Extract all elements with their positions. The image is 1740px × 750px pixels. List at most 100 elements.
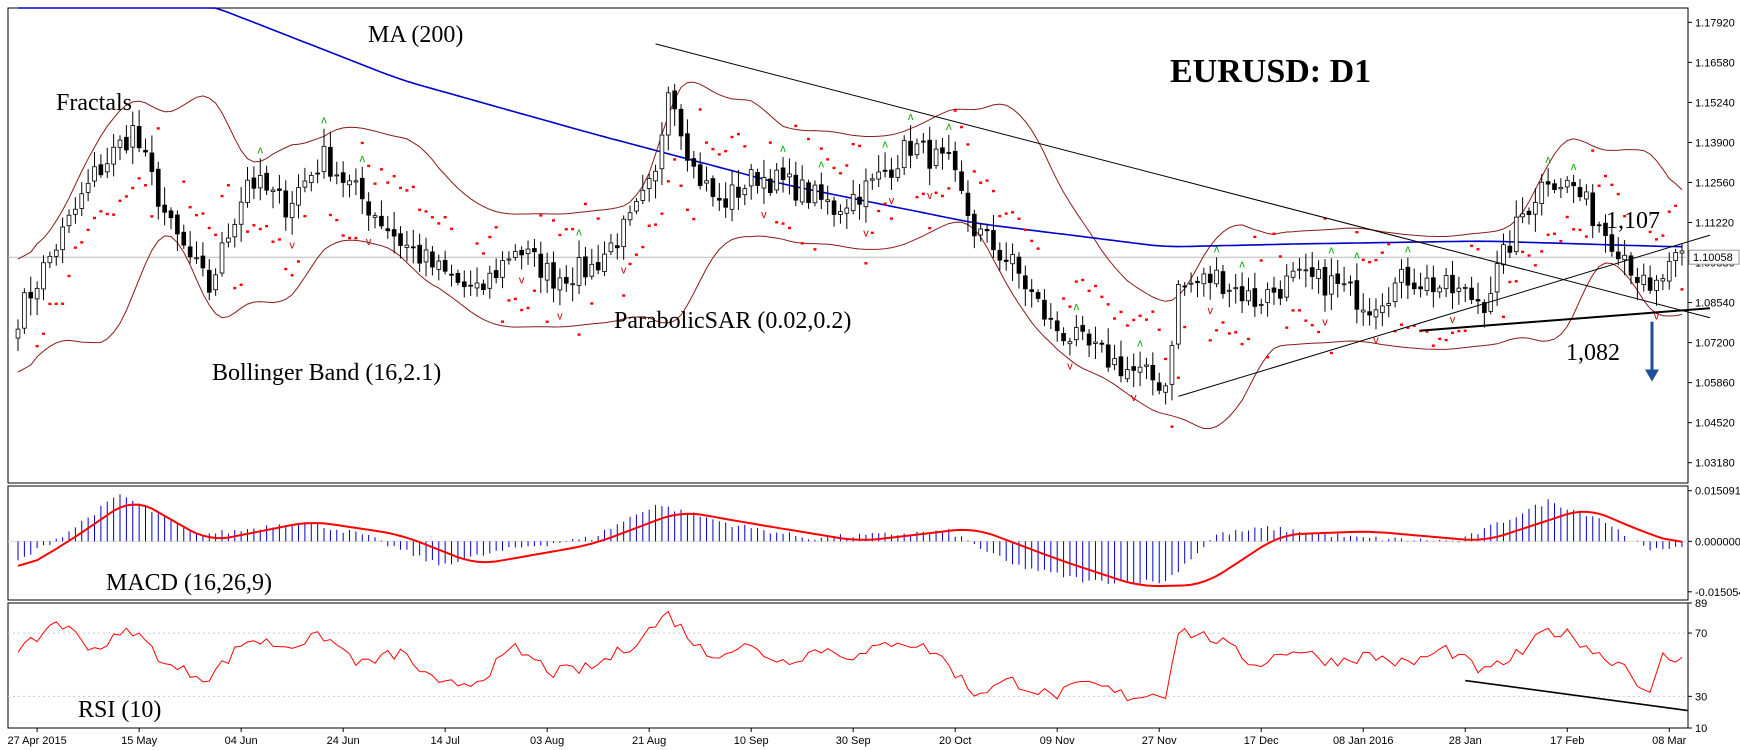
sar-dot [1329,351,1333,355]
sar-dot [124,195,128,198]
candle-body [372,215,378,218]
candle-body [481,283,486,291]
sar-dot [131,186,135,190]
sar-dot [736,132,740,136]
fractal-down-marker: v [1322,317,1328,329]
candle-body [1373,309,1379,318]
sar-dot [1616,192,1620,196]
sar-dot [207,226,211,230]
sar-dot [877,209,881,213]
candle-body [162,204,167,213]
candle-body [455,272,461,283]
sar-dot [692,217,696,221]
sar-dot [150,215,154,218]
candle-body [1647,277,1653,291]
candle-body [334,174,340,177]
sar-dot [1387,242,1391,246]
sar-dot [1011,211,1015,214]
candle-body [991,230,996,251]
fractal-up-marker: ʌ [908,111,914,123]
candle-body [1431,277,1436,293]
candle-body [952,150,958,171]
sar-dot [1623,214,1627,218]
sar-dot [475,242,479,245]
candle-body [449,273,454,276]
sar-dot [921,192,925,196]
sar-dot [1297,309,1301,312]
sar-dot [660,212,664,215]
candle-body [927,139,933,169]
rsi-line [17,610,1683,702]
candle-body [181,231,187,246]
price-tick-label: 1.08540 [1695,298,1735,310]
sar-dot [934,191,938,194]
candle-body [895,168,901,178]
price-tick-label: 1.11220 [1695,217,1734,229]
candle-body [104,163,110,173]
fractal-down-marker: v [1654,311,1660,323]
candle-body [1405,266,1411,286]
sar-dot [1463,329,1467,332]
sar-dot [418,208,422,212]
fractal-down-marker: v [1450,314,1456,326]
candle-body [685,133,690,161]
candle-body [92,166,97,182]
x-tick-label: 20 Oct [939,735,971,747]
sar-dot [348,236,352,240]
candle-body [729,184,735,210]
sar-dot [666,180,670,183]
x-tick-label: 30 Sep [836,735,871,747]
candle-body [226,237,231,243]
candle-body [812,184,818,204]
price-tick-label: 1.13900 [1695,137,1735,149]
candle-body [831,200,837,215]
candle-body [41,262,46,290]
fractal-up-marker: ʌ [1329,244,1335,256]
sar-dot [953,109,957,112]
sar-dot [392,174,396,178]
candle-body [315,172,320,175]
fractal-up-marker: ʌ [882,138,888,150]
fractal-up-marker: ʌ [1354,249,1360,261]
sar-dot [915,195,919,199]
candle-body [850,194,856,212]
fractal-up-marker: ʌ [819,159,825,171]
candle-body [379,215,384,227]
candle-body [359,177,365,200]
trendline-resistance [655,43,1711,319]
sar-dot [979,181,983,184]
sar-dot [1648,230,1652,234]
sar-dot [1081,278,1085,282]
sar-dot [1227,332,1231,335]
rsi-panel [7,602,1689,729]
sar-dot [1087,289,1091,293]
candle-body [933,148,939,166]
sar-dot [1444,338,1448,342]
sar-dot [838,172,842,175]
candle-body [1329,275,1334,295]
parabolic-sar-label: ParabolicSAR (0.02,0.2) [614,308,851,334]
candle-body [672,90,677,110]
sar-dot [188,205,192,209]
candle-body [1316,269,1321,279]
sar-dot [851,142,855,146]
candle-body [1526,210,1532,215]
sar-dot [501,320,505,323]
current-price-label: 1.10058 [1693,252,1733,264]
sar-dot [787,226,791,230]
sar-dot [1552,232,1556,235]
candle-body [1258,303,1264,306]
candle-body [28,291,34,299]
sar-dot [1667,210,1671,213]
sar-dot [641,245,645,249]
candle-body [538,253,544,278]
candle-body [1309,267,1315,277]
sar-dot [724,149,728,153]
sar-dot [156,127,160,130]
sar-dot [813,248,817,251]
sar-dot [730,135,734,139]
sar-dot [654,223,658,226]
candle-body [1220,271,1226,294]
sar-dot [214,233,218,237]
